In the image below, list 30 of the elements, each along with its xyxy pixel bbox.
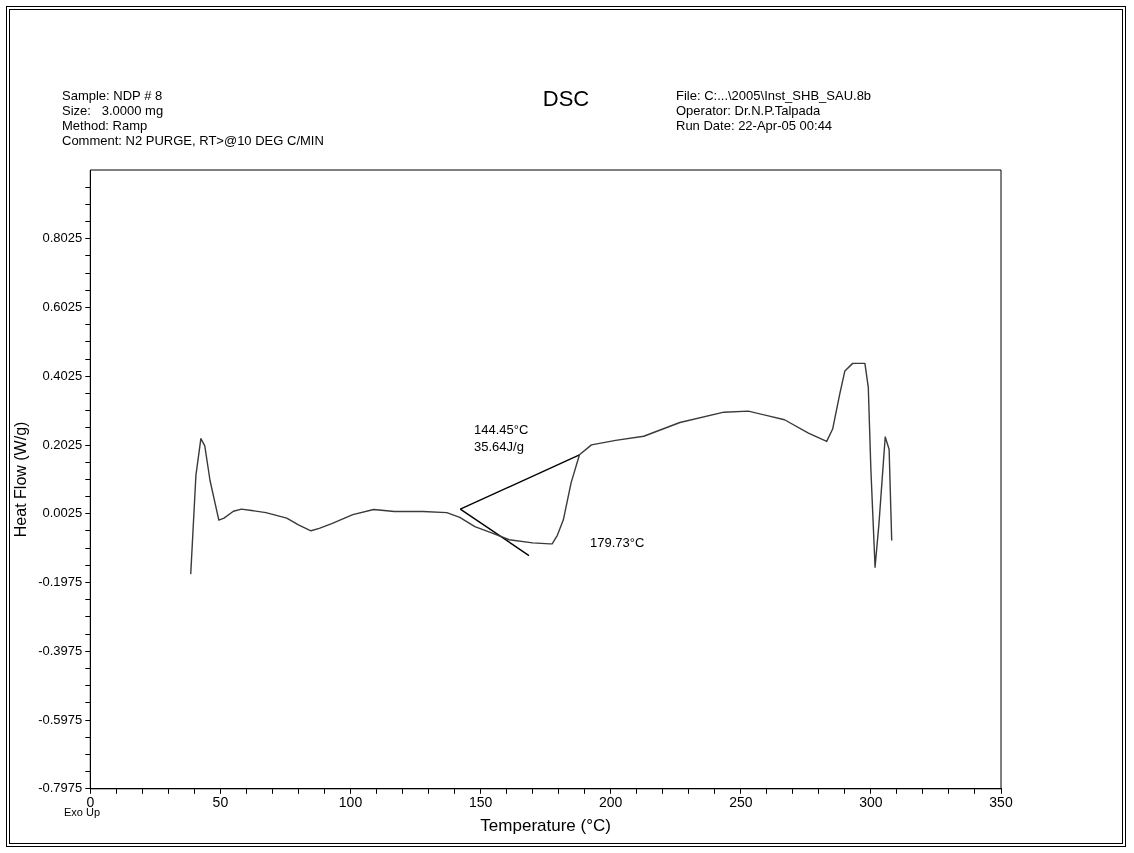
y-axis-title: Heat Flow (W/g) [12, 421, 30, 538]
x-tick-label: 300 [859, 794, 883, 811]
annotation: 35.64J/g [474, 439, 524, 454]
annotation: 179.73°C [590, 535, 645, 550]
y-tick-label: 0.8025 [42, 230, 83, 246]
x-axis-title: Temperature (°C) [480, 816, 611, 836]
y-tick-label: -0.1975 [38, 574, 83, 590]
y-tick-label: 0.4025 [42, 367, 83, 383]
x-tick-label: 150 [468, 794, 493, 811]
text: Run Date: 22-Apr-05 00:44 [676, 118, 833, 133]
x-tick-label: 250 [729, 794, 753, 811]
x-tick-label: 200 [599, 794, 623, 811]
y-tick-label: 0.0025 [42, 505, 83, 521]
text: Exo Up [64, 806, 101, 818]
annotation: 144.45°C [474, 422, 529, 437]
text: Sample: NDP # 8 [62, 88, 163, 103]
text: Operator: Dr.N.P.Talpada [676, 103, 822, 118]
x-tick-label: 100 [338, 794, 363, 811]
y-tick-label: -0.3975 [38, 642, 83, 658]
x-tick-label: 50 [212, 794, 229, 811]
text: Size: 3.0000 mg [62, 103, 164, 118]
y-tick-label: -0.5975 [38, 711, 83, 727]
text: File: C:...\2005\Inst_SHB_SAU.8b [676, 88, 872, 103]
y-tick-label: -0.7975 [38, 780, 83, 796]
x-tick-label: 350 [989, 794, 1013, 811]
text: Comment: N2 PURGE, RT>@10 DEG C/MIN [62, 133, 324, 148]
y-tick-label: 0.2025 [42, 436, 83, 452]
text: Method: Ramp [62, 118, 148, 133]
y-tick-label: 0.6025 [42, 299, 83, 315]
chart-title: DSC [542, 86, 590, 111]
